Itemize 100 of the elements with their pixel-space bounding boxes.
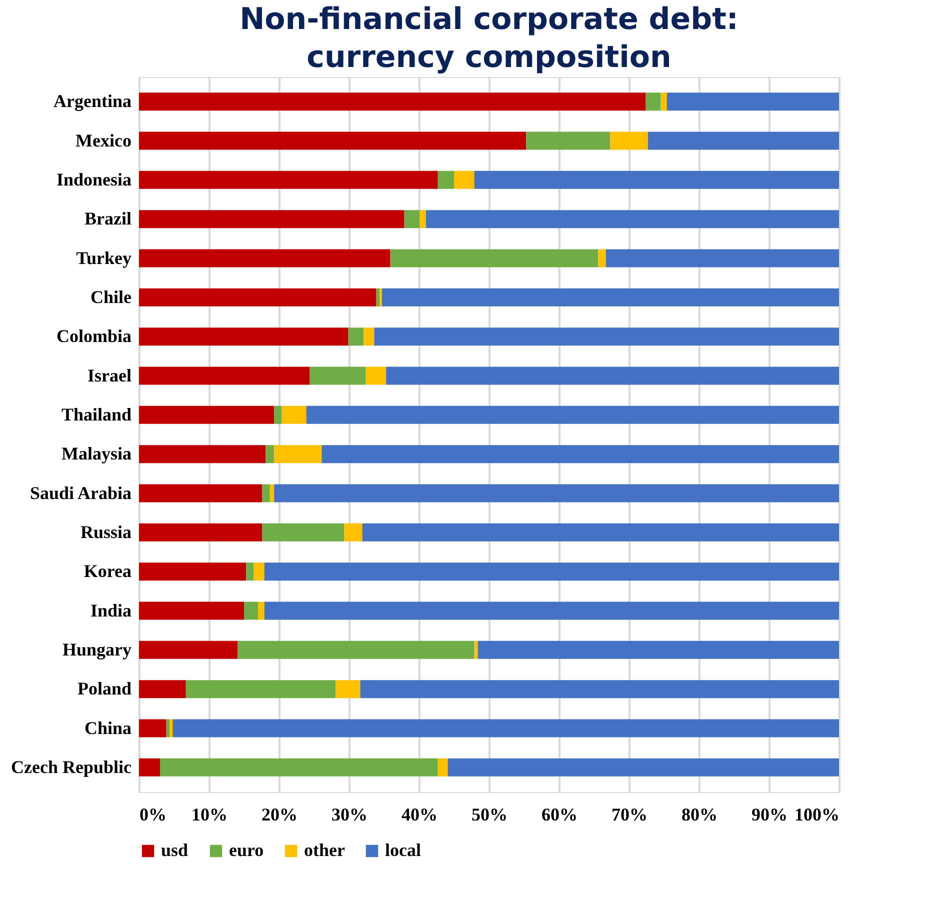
x-tick-label: 10%: [192, 804, 228, 824]
bar: [139, 562, 246, 581]
y-tick-label: Indonesia: [56, 169, 132, 190]
bar: [454, 170, 474, 189]
bar: [139, 288, 376, 306]
bar: [426, 210, 839, 228]
y-tick-label: Saudi Arabia: [30, 482, 132, 503]
y-tick-label: Chile: [90, 286, 132, 307]
bar: [336, 680, 360, 698]
bar: [374, 328, 839, 346]
bar: [160, 758, 438, 776]
bar: [139, 170, 438, 189]
bar: [262, 523, 344, 542]
x-tick-label: 20%: [262, 804, 298, 824]
y-tick-label: Malaysia: [62, 444, 132, 464]
bar: [404, 210, 420, 228]
bar: [478, 640, 839, 659]
legend-label: other: [304, 840, 345, 860]
x-tick-label: 0%: [140, 804, 166, 824]
x-tick-label: 50%: [472, 804, 508, 824]
bar: [139, 445, 266, 464]
bar: [139, 640, 238, 659]
y-tick-label: Hungary: [62, 639, 132, 660]
bar: [264, 562, 839, 581]
legend-label: local: [385, 840, 421, 860]
bar: [246, 562, 254, 581]
bar: [390, 249, 598, 268]
y-tick-label: Argentina: [54, 91, 132, 112]
y-tick-label: China: [84, 718, 132, 738]
bar: [139, 406, 274, 424]
y-tick-label: Mexico: [76, 130, 132, 150]
x-tick-label: 80%: [682, 804, 718, 824]
bar: [172, 719, 839, 738]
bar: [139, 758, 160, 776]
bar: [139, 366, 310, 385]
bar: [274, 445, 322, 464]
bar: [386, 366, 839, 385]
x-tick-label: 90%: [752, 804, 788, 824]
y-tick-label: Brazil: [84, 208, 132, 229]
bar: [598, 249, 606, 268]
x-tick-label: 40%: [402, 804, 438, 824]
bar: [306, 406, 839, 424]
bar: [270, 484, 274, 502]
y-tick-label: Turkey: [76, 248, 132, 268]
y-tick-label: India: [90, 600, 132, 620]
x-tick-label: 60%: [542, 804, 578, 824]
x-tick-label: 70%: [612, 804, 648, 824]
bar: [139, 210, 404, 228]
bar: [322, 445, 839, 464]
bar: [238, 640, 474, 659]
bar: [139, 328, 348, 346]
bar: [660, 92, 667, 111]
bar: [139, 92, 646, 111]
bar: [438, 758, 448, 776]
bar: [366, 366, 386, 385]
chart-title: Non-financial corporate debt: currency composition: [240, 2, 738, 75]
y-tick-label: Korea: [84, 561, 132, 582]
y-tick-label: Colombia: [56, 326, 132, 346]
legend-label: usd: [161, 840, 188, 860]
bar: [166, 719, 170, 738]
bar: [420, 210, 426, 228]
bar: [364, 328, 374, 346]
x-tick-label: 30%: [332, 804, 368, 824]
bar: [139, 602, 244, 620]
y-tick-label: Thailand: [61, 404, 132, 424]
bar: [139, 680, 186, 698]
bar: [448, 758, 839, 776]
bar: [274, 484, 839, 502]
bar: [139, 523, 262, 542]
bar: [348, 328, 364, 346]
bar: [282, 406, 306, 424]
y-tick-label: Poland: [77, 678, 132, 699]
bar: [666, 92, 839, 111]
bar: [344, 523, 362, 542]
bar: [648, 132, 839, 150]
y-tick-label: Russia: [80, 522, 132, 542]
bar: [610, 132, 648, 150]
bar: [526, 132, 610, 150]
bar: [139, 132, 526, 150]
bar: [262, 484, 270, 502]
bar: [258, 602, 264, 620]
bar: [244, 602, 258, 620]
bar: [382, 288, 839, 306]
bar: [139, 719, 166, 738]
y-tick-label: Israel: [88, 365, 132, 386]
bar: [264, 602, 839, 620]
bar: [474, 170, 839, 189]
bar: [254, 562, 264, 581]
y-tick-label: Czech Republic: [11, 756, 132, 777]
bar: [376, 288, 380, 306]
bar: [310, 366, 366, 385]
bar: [360, 680, 839, 698]
bar: [139, 484, 262, 502]
bar: [274, 406, 282, 424]
x-tick-label: 100%: [794, 804, 840, 824]
bar: [266, 445, 274, 464]
bar: [362, 523, 839, 542]
bar: [438, 170, 454, 189]
bar: [606, 249, 839, 268]
bar: [474, 640, 478, 659]
